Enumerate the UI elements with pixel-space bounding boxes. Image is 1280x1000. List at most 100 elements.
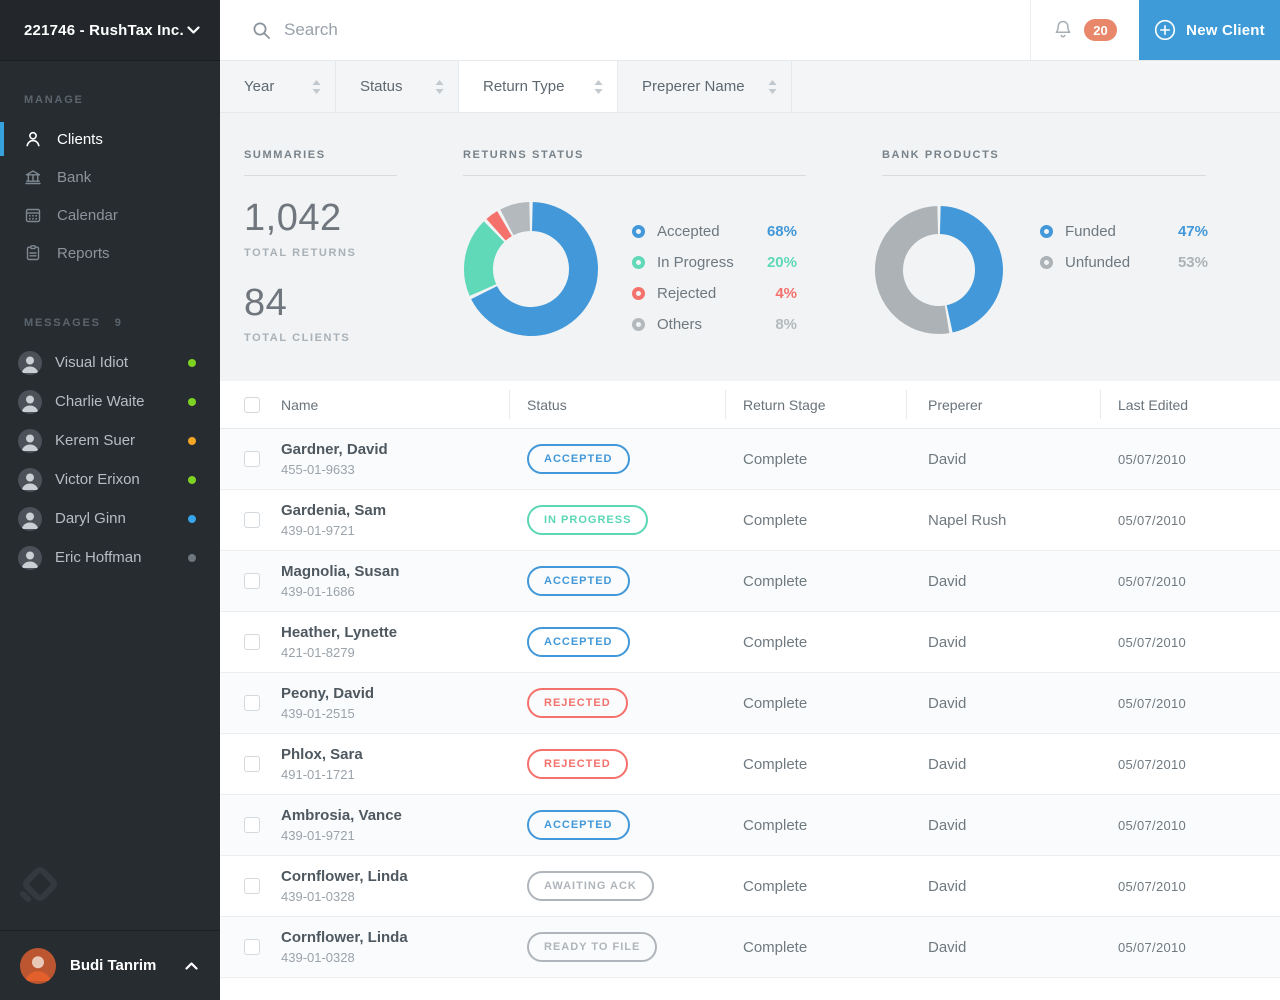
column-divider (725, 390, 726, 419)
user-icon (24, 130, 42, 148)
bank-products-panel: BANK PRODUCTS Funded 47% Unfunded 53% (874, 149, 1208, 335)
messages-count: 9 (114, 317, 123, 329)
table-row[interactable]: Gardenia, Sam 439-01-9721 IN PROGRESS Co… (220, 490, 1280, 551)
message-item[interactable]: Charlie Waite (0, 382, 220, 421)
client-ssn: 421-01-8279 (281, 645, 355, 660)
search-icon (252, 21, 271, 40)
sort-arrows-icon (312, 79, 321, 94)
total-returns-label: TOTAL RETURNS (244, 247, 357, 259)
dashboard: SUMMARIES 1,042 TOTAL RETURNS 84 TOTAL C… (220, 113, 1280, 381)
message-item[interactable]: Kerem Suer (0, 421, 220, 460)
row-checkbox[interactable] (244, 634, 260, 650)
preparer: David (928, 633, 967, 651)
returns-status-title: RETURNS STATUS (463, 149, 584, 161)
notification-count-badge: 20 (1084, 19, 1117, 41)
last-edited: 05/07/2010 (1118, 817, 1187, 833)
bell-icon[interactable] (1053, 19, 1073, 41)
client-ssn: 439-01-0328 (281, 889, 355, 904)
client-name: Magnolia, Susan (281, 563, 400, 580)
row-checkbox[interactable] (244, 878, 260, 894)
legend-item: In Progress 20% (632, 247, 797, 278)
client-name: Cornflower, Linda (281, 868, 408, 885)
legend-marker (632, 256, 645, 269)
return-stage: Complete (743, 816, 808, 834)
last-edited: 05/07/2010 (1118, 451, 1187, 467)
row-checkbox[interactable] (244, 817, 260, 833)
legend-marker (632, 318, 645, 331)
client-ssn: 439-01-2515 (281, 706, 355, 721)
row-checkbox[interactable] (244, 756, 260, 772)
table-row[interactable]: Gardner, David 455-01-9633 ACCEPTED Comp… (220, 429, 1280, 490)
avatar (18, 467, 42, 492)
return-stage: Complete (743, 694, 808, 712)
filter-status[interactable]: Status (336, 61, 459, 112)
row-checkbox[interactable] (244, 512, 260, 528)
client-name: Peony, David (281, 685, 375, 702)
filter-preparer-name[interactable]: Preperer Name (618, 61, 792, 112)
returns-status-donut-chart (464, 202, 598, 336)
legend-item: Accepted 68% (632, 216, 797, 247)
client-ssn: 455-01-9633 (281, 462, 355, 477)
table-row[interactable]: Heather, Lynette 421-01-8279 ACCEPTED Co… (220, 612, 1280, 673)
sort-arrows-icon (435, 79, 444, 94)
avatar (18, 428, 42, 453)
summaries-title: SUMMARIES (244, 149, 326, 161)
message-item[interactable]: Eric Hoffman (0, 538, 220, 577)
table-row[interactable]: Peony, David 439-01-2515 REJECTED Comple… (220, 673, 1280, 734)
company-switcher[interactable]: 221746 - RushTax Inc. (0, 0, 220, 61)
row-checkbox[interactable] (244, 573, 260, 589)
status-badge: ACCEPTED (527, 566, 630, 596)
client-ssn: 439-01-9721 (281, 828, 355, 843)
sidebar-item-clients[interactable]: Clients (0, 120, 220, 158)
row-checkbox[interactable] (244, 695, 260, 711)
filter-year[interactable]: Year (220, 61, 336, 112)
table-row[interactable]: Phlox, Sara 491-01-1721 REJECTED Complet… (220, 734, 1280, 795)
column-header-status: Status (527, 396, 567, 413)
clients-table: Name Status Return Stage Preperer Last E… (220, 381, 1280, 1000)
sidebar-item-calendar[interactable]: Calendar (0, 196, 220, 234)
filter-return-type[interactable]: Return Type (459, 61, 618, 112)
table-row[interactable]: Ambrosia, Vance 439-01-9721 ACCEPTED Com… (220, 795, 1280, 856)
filter-label: Return Type (483, 78, 565, 95)
legend-item: Funded 47% (1040, 216, 1208, 247)
user-avatar (20, 947, 56, 984)
main-content: 20 New Client Year Status Return Type (220, 0, 1280, 1000)
return-stage: Complete (743, 633, 808, 651)
message-item[interactable]: Visual Idiot (0, 343, 220, 382)
presence-dot (188, 436, 196, 445)
column-header-preparer: Preperer (928, 396, 983, 413)
table-row[interactable]: Cornflower, Linda 439-01-0328 READY TO F… (220, 917, 1280, 978)
table-row[interactable]: Magnolia, Susan 439-01-1686 ACCEPTED Com… (220, 551, 1280, 612)
legend-item: Others 8% (632, 309, 797, 340)
total-clients-label: TOTAL CLIENTS (244, 332, 351, 344)
status-badge: ACCEPTED (527, 627, 630, 657)
preparer: David (928, 938, 967, 956)
legend-label: In Progress (657, 254, 734, 271)
legend-item: Rejected 4% (632, 278, 797, 309)
table-header: Name Status Return Stage Preperer Last E… (220, 381, 1280, 429)
messages-section-label: MESSAGES 9 (0, 317, 220, 329)
presence-dot (188, 553, 196, 562)
new-client-button[interactable]: New Client (1139, 0, 1280, 60)
legend-label: Accepted (657, 223, 720, 240)
bank-products-donut-chart (874, 206, 1003, 334)
legend-value: 53% (1177, 254, 1208, 271)
message-item[interactable]: Victor Erixon (0, 460, 220, 499)
bank-icon (24, 168, 42, 186)
client-name: Gardner, David (281, 441, 388, 458)
last-edited: 05/07/2010 (1118, 939, 1187, 955)
row-checkbox[interactable] (244, 939, 260, 955)
divider (463, 175, 806, 176)
search-input[interactable] (284, 20, 784, 40)
sidebar-item-bank[interactable]: Bank (0, 158, 220, 196)
select-all-checkbox[interactable] (244, 396, 260, 413)
column-divider (906, 390, 907, 419)
sidebar-item-reports[interactable]: Reports (0, 234, 220, 272)
table-row[interactable]: Cornflower, Linda 439-01-0328 AWAITING A… (220, 856, 1280, 917)
client-name: Heather, Lynette (281, 624, 398, 641)
user-menu[interactable]: Budi Tanrim (0, 930, 220, 1000)
legend-marker (632, 287, 645, 300)
calendar-icon (24, 206, 42, 224)
row-checkbox[interactable] (244, 451, 260, 467)
message-item[interactable]: Daryl Ginn (0, 499, 220, 538)
